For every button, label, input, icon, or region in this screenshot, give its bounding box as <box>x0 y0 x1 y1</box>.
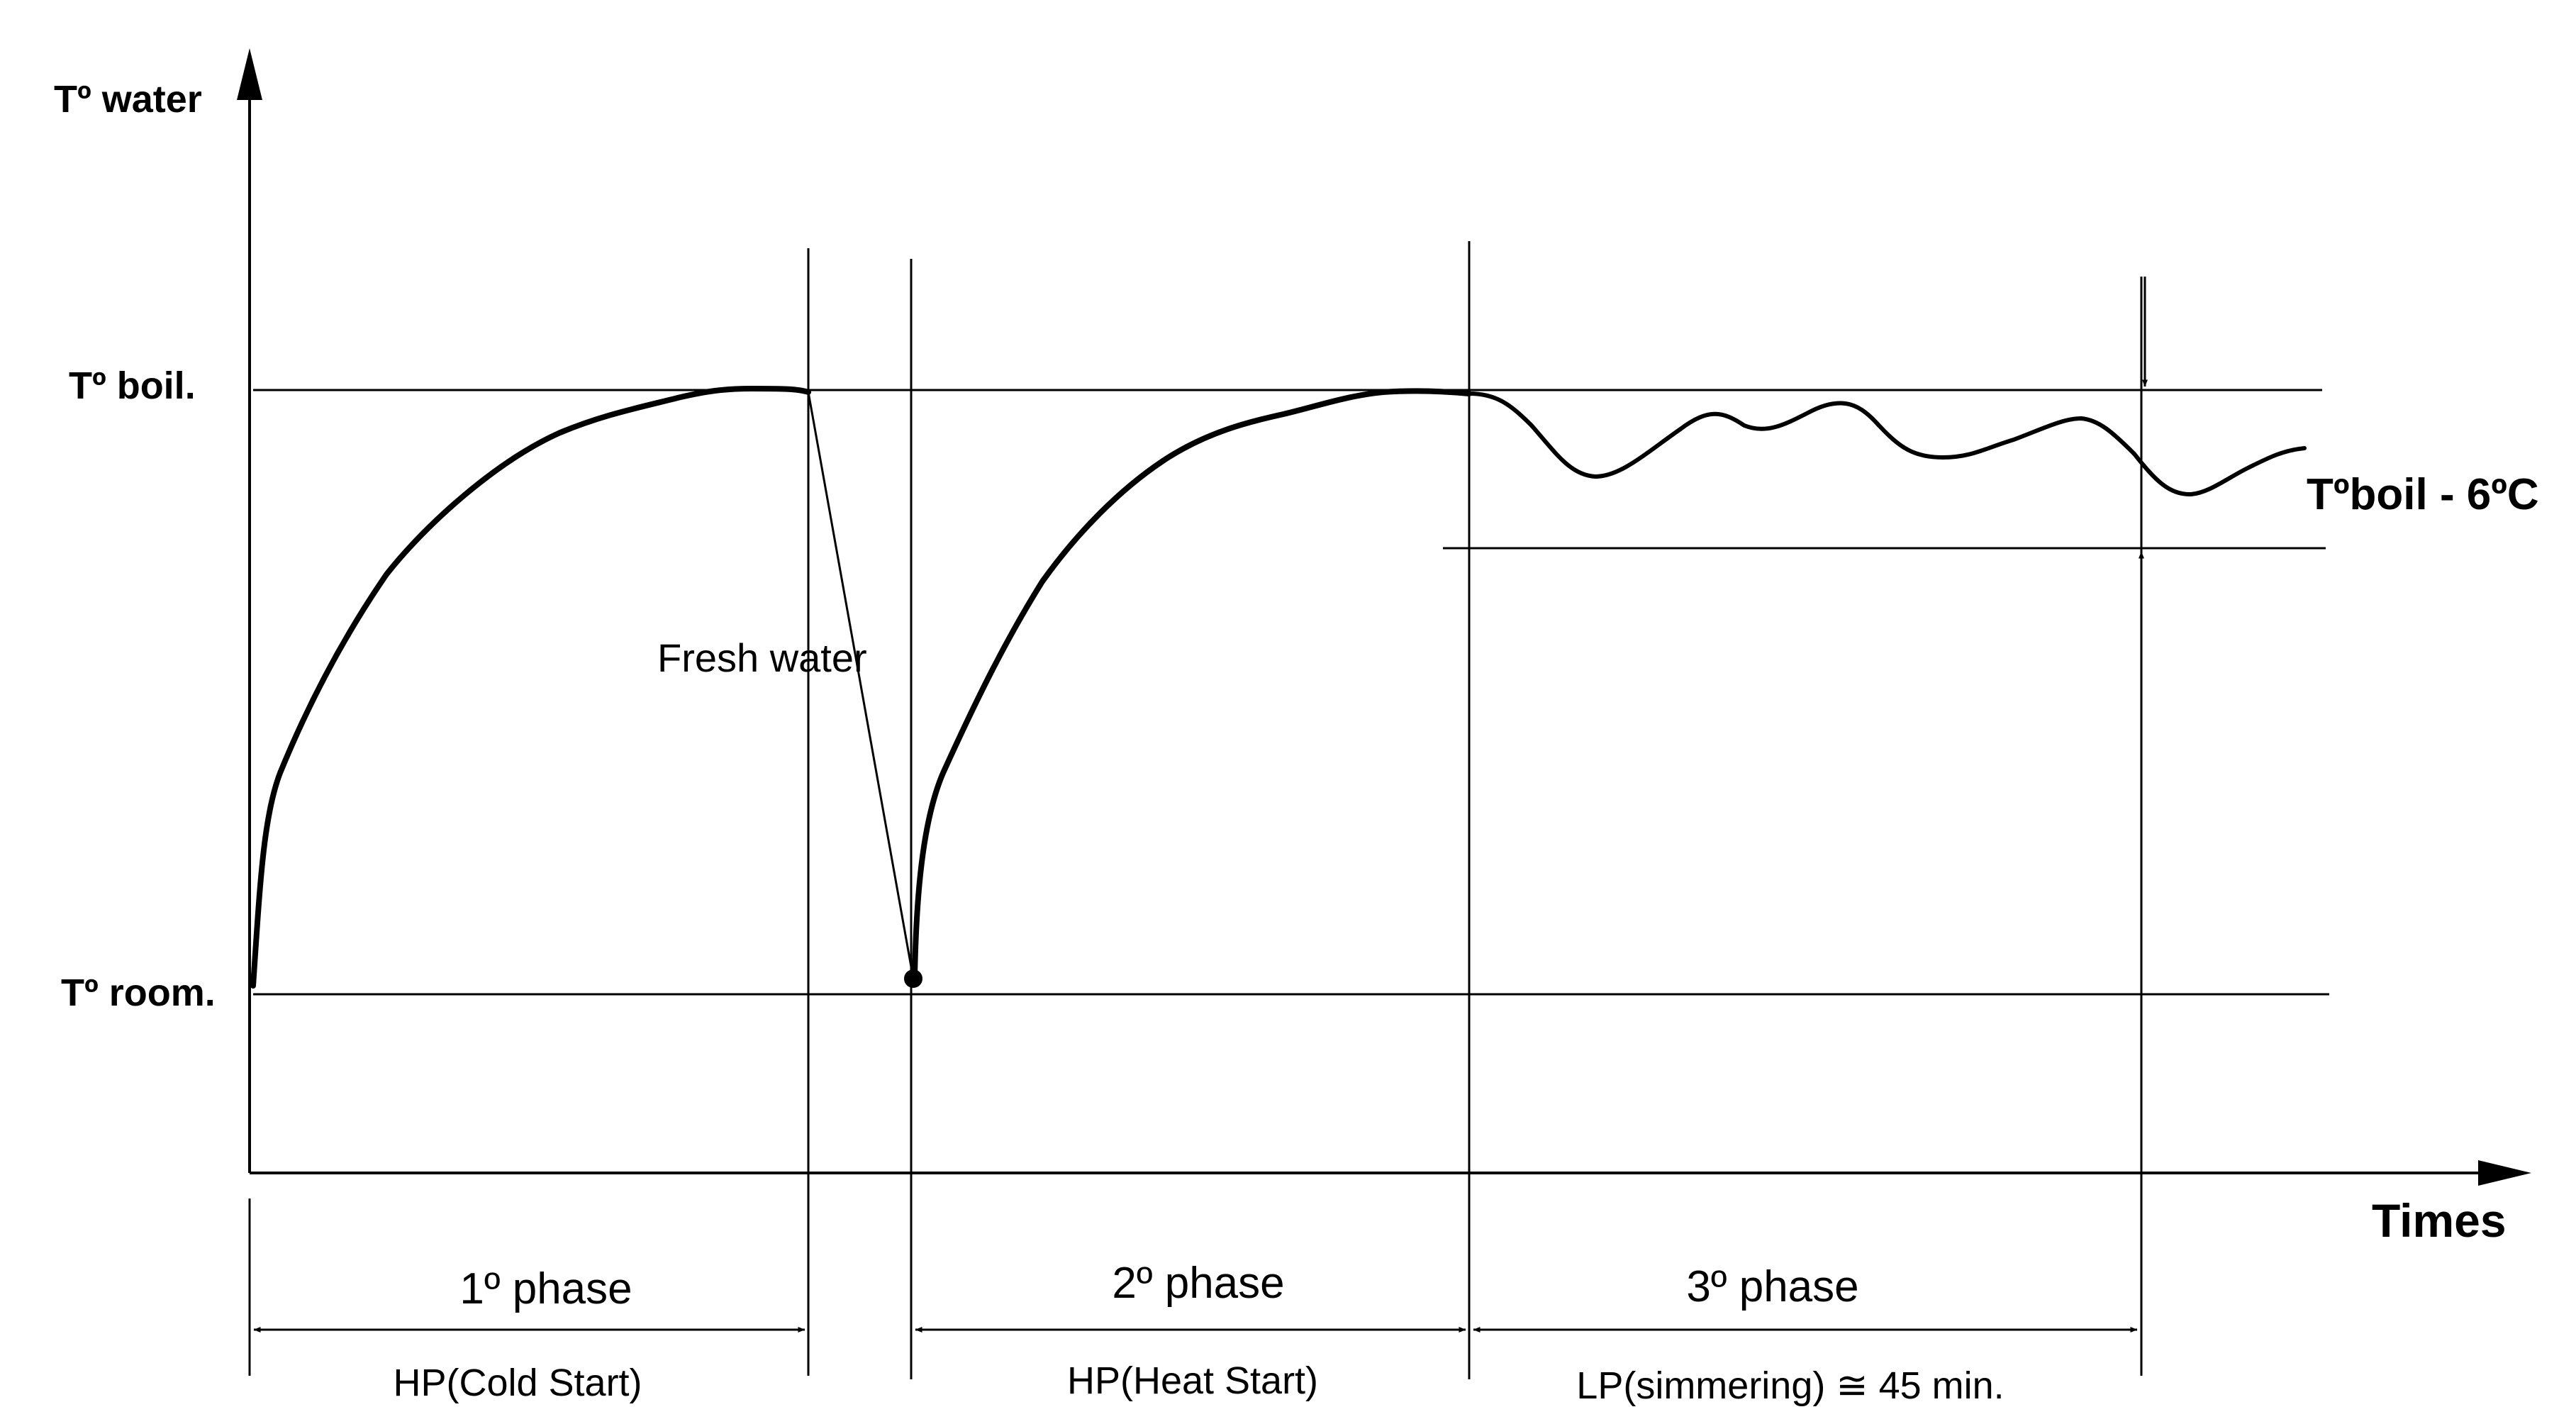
x-axis-title: Times <box>2372 1194 2507 1247</box>
phase2-heating-curve <box>912 388 1472 980</box>
temperature-curve <box>250 386 2307 989</box>
phase1-heating-curve <box>250 386 811 989</box>
x-axis-arrowhead <box>2478 1160 2531 1186</box>
y-axis-arrowhead <box>237 48 262 100</box>
phase2-title: 2º phase <box>1112 1259 1284 1308</box>
fresh-water-drop <box>807 391 915 980</box>
fresh-water-point <box>904 969 922 988</box>
axes <box>237 48 2531 1186</box>
reference-lines <box>253 389 2329 996</box>
room-level-label: Tº room. <box>61 972 216 1014</box>
band-dimension <box>2139 277 2148 994</box>
phase1-desc: HP(Cold Start) <box>393 1362 642 1404</box>
band-label: Tºboil - 6ºC <box>2307 470 2539 519</box>
phase1-title: 1º phase <box>459 1264 632 1313</box>
phase2-desc: HP(Heat Start) <box>1067 1359 1318 1402</box>
phase-boundaries <box>248 241 2143 1379</box>
phase3-title: 3º phase <box>1686 1262 1858 1311</box>
boil-level-label: Tº boil. <box>69 365 196 407</box>
phase3-desc: LP(simmering) ≅ 45 min. <box>1576 1364 2004 1407</box>
phase3-simmer-curve <box>1467 391 2307 497</box>
fresh-water-label: Fresh water <box>657 635 867 680</box>
y-axis-title: Tº water <box>54 78 202 121</box>
